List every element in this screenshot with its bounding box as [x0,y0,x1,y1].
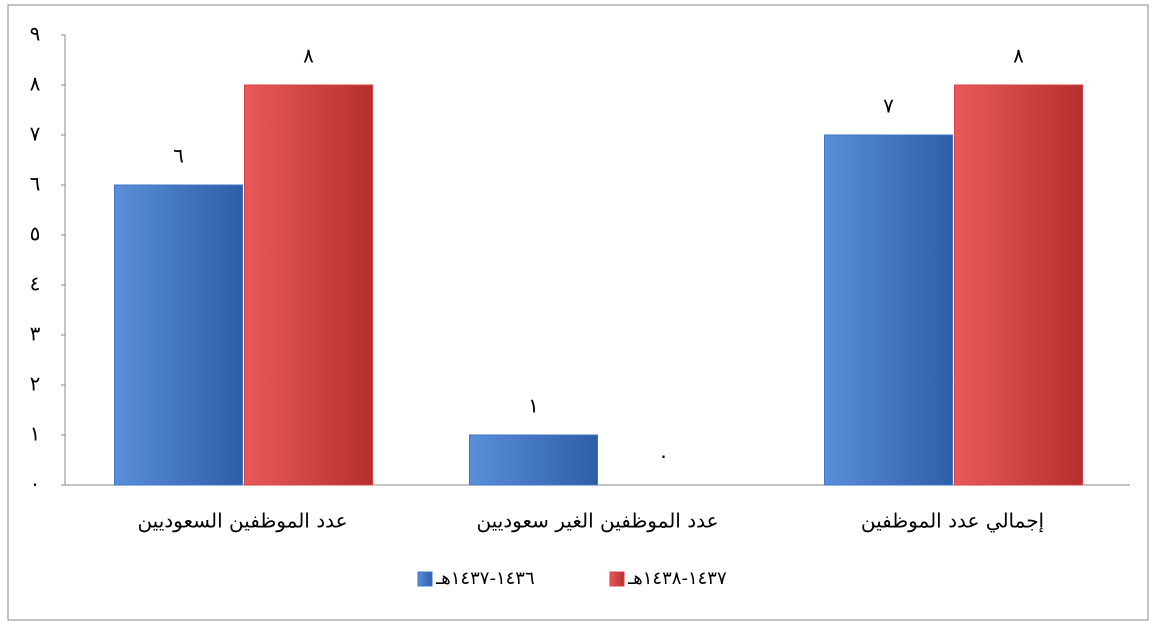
bar [469,434,598,486]
value-label: ٨ [1013,44,1024,68]
value-label: ٨ [303,44,314,68]
y-tick-label: ٤ [30,272,41,296]
y-tick-label: ٩ [30,22,41,46]
legend-label: ١٤٣٦-١٤٣٧هـ [435,568,535,589]
y-tick-label: ٠ [30,472,41,496]
y-tick-label: ٥ [30,222,41,246]
value-label: ٦ [173,144,184,168]
y-tick-label: ٢ [30,372,41,396]
frame [7,4,1149,621]
legend-swatch [609,571,625,587]
legend-swatch [417,571,433,587]
value-label: ٠ [658,444,669,468]
x-tick-label: إجمالي عدد الموظفين [861,509,1044,534]
y-tick-label: ٣ [30,322,41,346]
x-tick-label: عدد الموظفين السعوديين [137,509,347,533]
y-tick-label: ٨ [30,72,41,96]
bar [954,84,1083,486]
value-label: ١ [528,394,539,418]
y-tick-label: ١ [30,422,41,446]
y-tick-label: ٦ [30,172,41,196]
bar [244,84,373,486]
legend-label: ١٤٣٧-١٤٣٨هـ [627,568,727,589]
value-label: ٧ [883,94,894,118]
x-tick-label: عدد الموظفين الغير سعوديين [476,509,718,533]
bar [824,134,953,486]
y-tick-label: ٧ [30,122,41,146]
bar [114,184,243,486]
